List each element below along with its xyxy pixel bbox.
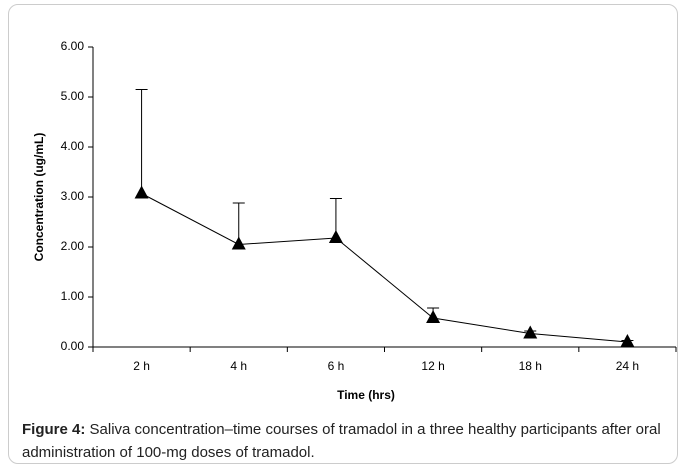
y-tick-label: 4.00 <box>61 139 85 153</box>
y-tick-label: 5.00 <box>61 89 85 103</box>
y-axis-label: Concentration (ug/mL) <box>32 133 46 262</box>
y-tick-label: 0.00 <box>61 339 85 353</box>
x-axis-label: Time (hrs) <box>337 388 395 402</box>
caption-text: Saliva concentration–time courses of tra… <box>22 421 661 461</box>
error-bar <box>135 89 148 194</box>
y-tick-label: 3.00 <box>61 189 85 203</box>
x-tick-label: 2 h <box>133 359 150 373</box>
y-tick-label: 6.00 <box>61 39 85 53</box>
marker <box>231 236 246 250</box>
caption-label: Figure 4: <box>22 421 86 438</box>
chart: Concentration (ug/mL) Time (hrs) 0.00 1.0… <box>32 39 677 402</box>
y-tick-label: 2.00 <box>61 239 85 253</box>
series-line <box>141 193 628 343</box>
x-tick-label: 6 h <box>328 359 345 373</box>
x-tick-label: 24 h <box>616 359 639 373</box>
marker <box>523 325 538 339</box>
x-tick-label: 18 h <box>519 359 542 373</box>
marker <box>328 230 343 243</box>
marker <box>620 334 635 347</box>
x-tick-label: 4 h <box>230 359 247 373</box>
x-tick-label: 12 h <box>421 359 444 373</box>
marker <box>134 185 149 199</box>
y-tick-label: 1.00 <box>61 289 85 303</box>
caption: Figure 4: Saliva concentration–time cour… <box>22 418 662 464</box>
figure-frame <box>8 4 678 464</box>
marker <box>426 310 441 323</box>
